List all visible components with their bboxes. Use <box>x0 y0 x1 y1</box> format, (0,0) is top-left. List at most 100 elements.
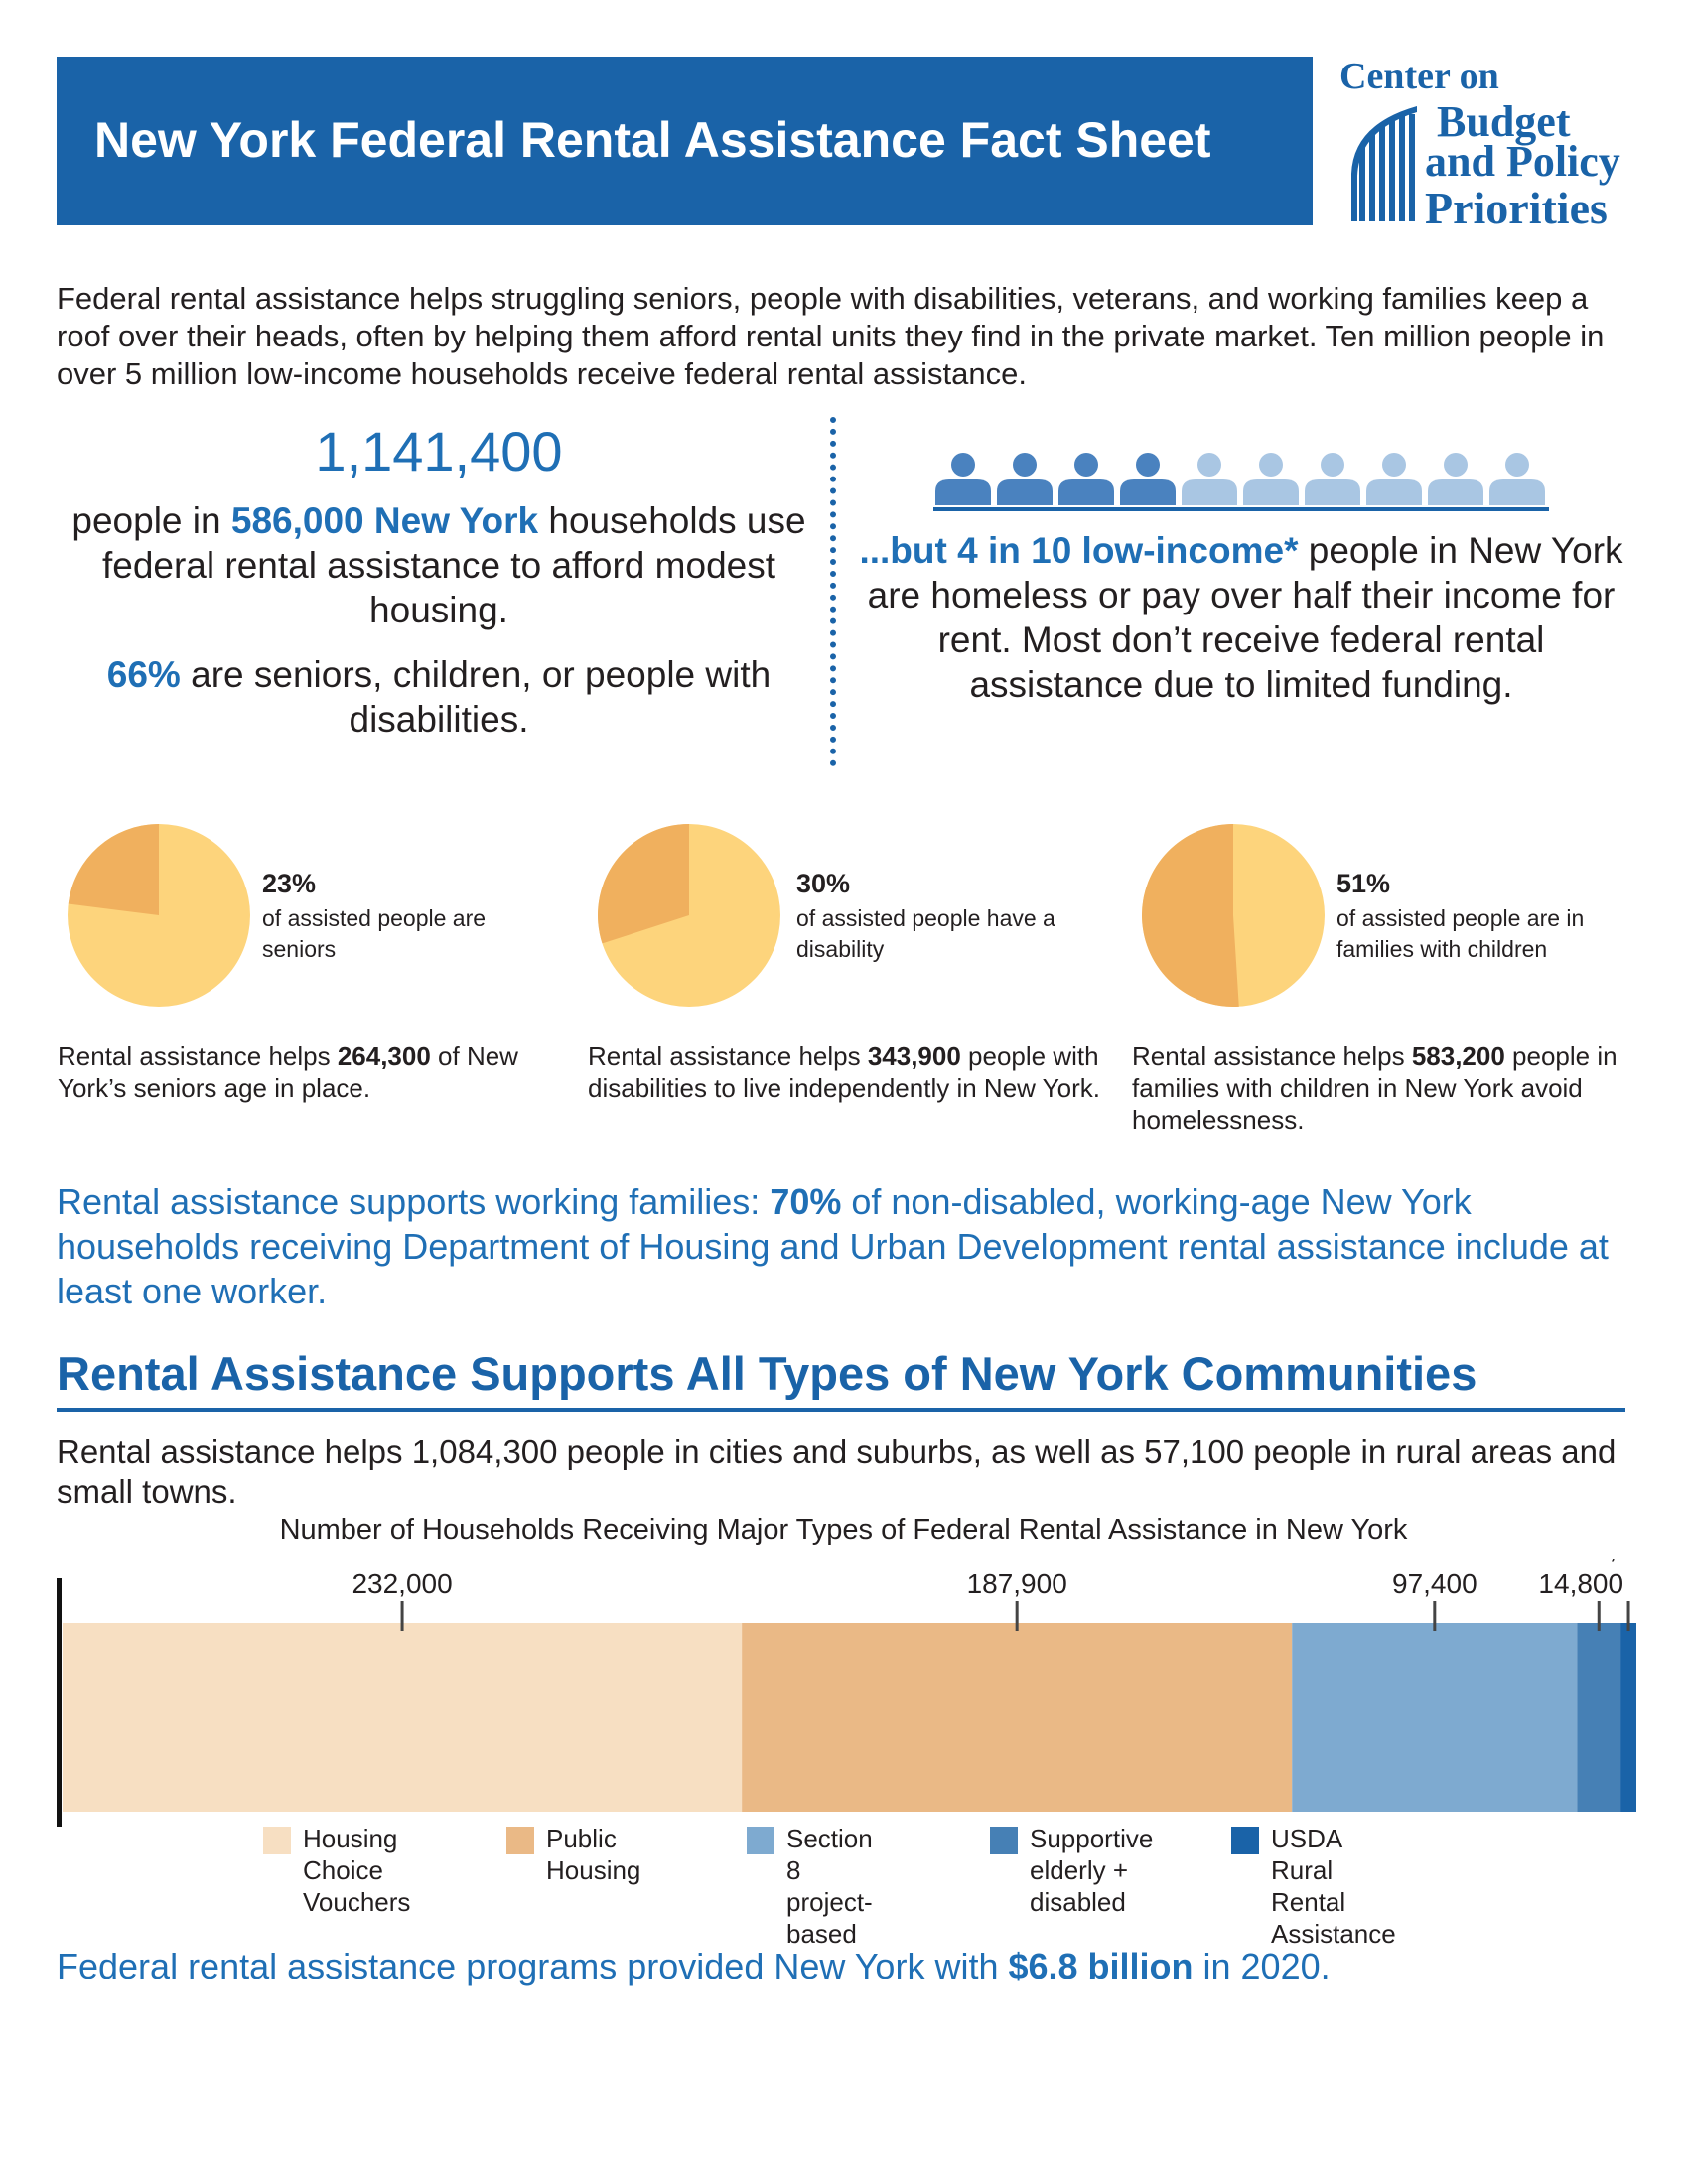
funding-note: Federal rental assistance programs provi… <box>57 1946 1645 1987</box>
pie-desc-seniors-pre: Rental assistance helps <box>58 1041 338 1071</box>
pie-block-seniors: 23% of assisted people are seniors Renta… <box>58 824 584 1161</box>
legend-label: Section 8 project-based <box>786 1824 873 1949</box>
pie-label-seniors: of assisted people are seniors <box>262 905 487 962</box>
legend-label: USDA Rural Rental Assistance <box>1271 1824 1396 1949</box>
value-tick <box>1433 1601 1437 1631</box>
pie-block-families: 51% of assisted people are in families w… <box>1132 824 1638 1161</box>
funding-note-post: in 2020. <box>1193 1946 1331 1986</box>
low-income-stat-post: people in New York are homeless or pay o… <box>867 530 1623 705</box>
pie-desc-disability-post: people with disabilities to live indepen… <box>588 1041 1100 1103</box>
person-icon <box>1243 453 1299 505</box>
section-rule <box>57 1408 1625 1412</box>
chart-axis-line <box>57 1578 62 1827</box>
pie-block-disability: 30% of assisted people have a disability… <box>588 824 1114 1161</box>
pie-chart-families <box>1142 824 1325 1007</box>
logo-columns-icon <box>1351 106 1417 221</box>
person-icon <box>1489 453 1545 505</box>
pie-desc-seniors-bold: 264,300 <box>337 1041 431 1071</box>
communities-paragraph: Rental assistance helps 1,084,300 people… <box>57 1433 1617 1510</box>
pie-percent-disability: 30% <box>796 869 851 898</box>
working-families-post: of non-disabled, working-age New York ho… <box>57 1181 1609 1311</box>
pie-percent-seniors: 23% <box>262 869 317 898</box>
bar-segment <box>1577 1623 1621 1812</box>
value-tick <box>1597 1601 1601 1631</box>
logo-text-policy: and Policy <box>1425 137 1620 186</box>
stacked-bar-chart: 232,000 187,900 97,400 14,800 5,400 <box>57 1559 1643 1827</box>
pie-desc-families-post: people in families with children in New … <box>1132 1041 1618 1135</box>
total-people-stat: 1,141,400 <box>315 420 563 482</box>
person-icon <box>935 453 991 505</box>
working-families-bold: 70% <box>770 1181 842 1222</box>
person-icon <box>1058 453 1114 505</box>
value-label: 14,800 <box>1538 1569 1623 1599</box>
pie-desc-families: Rental assistance helps 583,200 people i… <box>1132 1040 1628 1136</box>
households-stat: people in 586,000 New York households us… <box>57 498 821 632</box>
logo-text-center: Center on <box>1339 56 1499 97</box>
pie-percent-families: 51% <box>1336 869 1391 898</box>
bar-segment <box>1620 1623 1636 1812</box>
person-icon <box>1366 453 1422 505</box>
pie-desc-seniors-post: of New York’s seniors age in place. <box>58 1041 518 1103</box>
people-baseline <box>933 507 1549 511</box>
legend-swatch <box>747 1827 774 1854</box>
chart-legend: Housing Choice Vouchers Public Housing Sec… <box>263 1823 1455 1949</box>
households-stat-post: households use federal rental assistance… <box>101 500 806 630</box>
pie-label-disability: of assisted people have a disability <box>796 905 1055 962</box>
header-banner <box>57 57 1313 225</box>
households-stat-pre: people in <box>71 500 231 541</box>
value-label: 187,900 <box>967 1569 1067 1599</box>
legend-swatch <box>263 1827 291 1854</box>
section-heading: Rental Assistance Supports All Types of … <box>57 1347 1477 1400</box>
pie-slice-families <box>1142 824 1239 1007</box>
share-stat: 66% are seniors, children, or people wit… <box>57 652 821 742</box>
pie-slice-disability <box>598 824 689 944</box>
pie-desc-families-pre: Rental assistance helps <box>1132 1041 1412 1071</box>
pie-desc-families-bold: 583,200 <box>1411 1041 1505 1071</box>
legend-swatch <box>506 1827 534 1854</box>
person-icon <box>1305 453 1360 505</box>
pie-desc-disability: Rental assistance helps 343,900 people w… <box>588 1040 1104 1104</box>
value-tick <box>1015 1601 1019 1631</box>
bar-segment <box>742 1623 1293 1812</box>
value-label: 232,000 <box>352 1569 452 1599</box>
person-icon <box>1428 453 1483 505</box>
page-title: New York Federal Rental Assistance Fact … <box>94 112 1211 168</box>
person-icon <box>997 453 1053 505</box>
legend-swatch <box>990 1827 1018 1854</box>
working-families-pre: Rental assistance supports working famil… <box>57 1181 771 1222</box>
bar-segment <box>63 1623 743 1812</box>
dotted-divider <box>830 417 836 766</box>
legend-swatch <box>1231 1827 1259 1854</box>
pie-chart-disability <box>598 824 780 1007</box>
pie-slice-seniors <box>68 824 159 915</box>
pie-desc-seniors: Rental assistance helps 264,300 of New Y… <box>58 1040 554 1104</box>
cbpp-logo: Center on Budget and Policy Priorities <box>1339 56 1620 233</box>
value-tick <box>1626 1601 1630 1631</box>
households-stat-bold: 586,000 New York <box>230 500 539 541</box>
legend-label: Housing Choice Vouchers <box>303 1824 411 1917</box>
logo-text-budget: Budget <box>1437 97 1571 146</box>
share-stat-bold: 66% <box>106 654 181 695</box>
logo-text-priorities: Priorities <box>1425 183 1608 233</box>
value-label: 97,400 <box>1392 1569 1477 1599</box>
pie-label-families: of assisted people are in families with … <box>1336 905 1585 962</box>
working-families-stat: Rental assistance supports working famil… <box>57 1179 1645 1313</box>
legend-label: Supportive elderly + disabled <box>1030 1824 1154 1917</box>
chart-title: Number of Households Receiving Major Typ… <box>279 1514 1408 1546</box>
legend-label: Public Housing <box>546 1824 641 1885</box>
funding-note-pre: Federal rental assistance programs provi… <box>57 1946 1009 1986</box>
funding-note-bold: $6.8 billion <box>1008 1946 1194 1986</box>
value-tick <box>400 1601 404 1631</box>
low-income-stat: ...but 4 in 10 low-income* people in New… <box>854 528 1628 707</box>
pie-chart-seniors <box>68 824 250 1007</box>
pie-desc-disability-bold: 343,900 <box>867 1041 961 1071</box>
share-stat-post: are seniors, children, or people with di… <box>180 654 772 740</box>
low-income-stat-bold: ...but 4 in 10 low-income* <box>859 530 1299 571</box>
bar-segment <box>1292 1623 1578 1812</box>
value-label: 5,400 <box>1594 1559 1643 1564</box>
people-icon-row <box>933 453 1549 511</box>
person-icon <box>1182 453 1237 505</box>
pie-desc-disability-pre: Rental assistance helps <box>588 1041 868 1071</box>
intro-paragraph: Federal rental assistance helps struggli… <box>57 281 1605 391</box>
person-icon <box>1120 453 1176 505</box>
